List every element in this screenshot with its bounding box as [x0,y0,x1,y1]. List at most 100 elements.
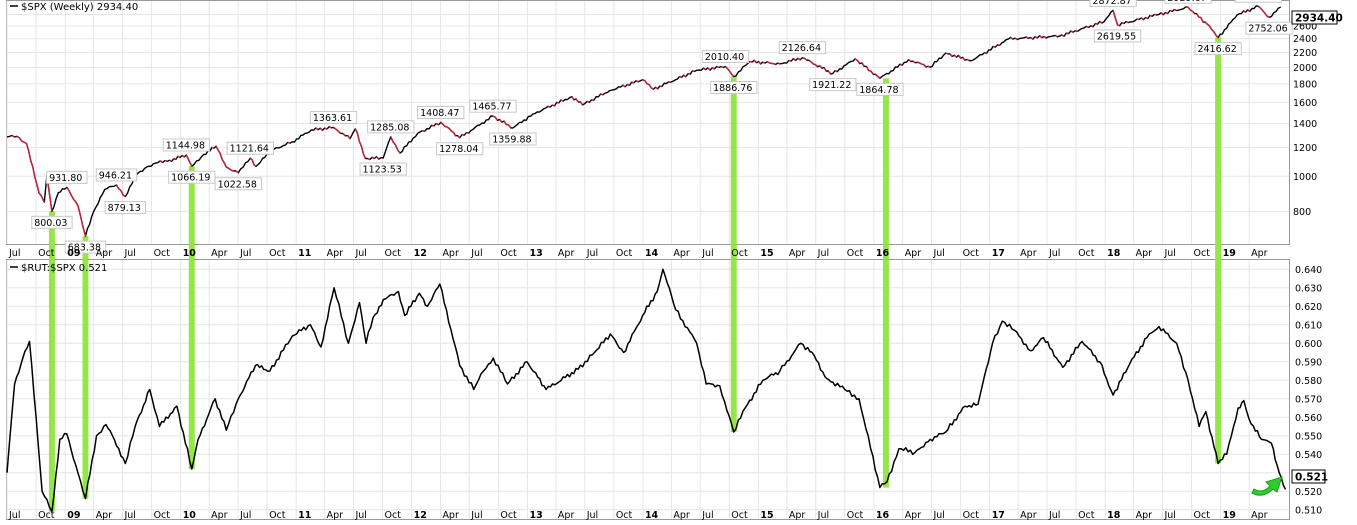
x-tick-label-bottom: 12 [414,510,427,521]
x-tick-label-bottom: Oct [38,510,55,521]
x-tick-label-top: 17 [992,248,1005,259]
x-tick-label-bottom: Oct [385,510,402,521]
spx-y-tick-label: 1200 [1293,143,1317,154]
x-tick-label-top: Jul [817,248,829,259]
annotation-box [778,41,827,55]
x-tick-label-bottom: 18 [1107,510,1121,521]
x-tick-label-bottom: Jul [701,510,713,521]
spx-y-tick-label: 1400 [1293,119,1317,130]
x-tick-label-bottom: Apr [1251,510,1268,521]
ratio-y-tick-label: 0.560 [1295,413,1322,424]
spx-y-tick-label: 1600 [1293,98,1317,109]
annotation-label: 879.13 [108,203,141,214]
x-tick-label-top: Apr [558,248,575,259]
x-tick-label-bottom: Oct [847,510,864,521]
annotation-label: 1886.76 [713,83,752,94]
ratio-y-tick-label: 0.600 [1295,339,1322,350]
annotation-box [64,240,107,254]
x-tick-label-top: Oct [38,248,55,259]
ratio-panel-frame [6,259,1290,520]
ratio-y-tick-label: 0.640 [1295,265,1322,276]
ratio-panel-title: $RUT:$SPX 0.521 [21,263,107,274]
annotation-label: 2872.87 [1092,0,1131,7]
x-tick-label-top: Oct [269,248,286,259]
annotation-label: 1864.78 [859,85,898,96]
x-tick-label-bottom: 10 [183,510,197,521]
annotation-label: 2929.67 [1167,0,1206,4]
x-tick-label-top: Apr [1020,248,1037,259]
x-tick-label-top: 16 [876,248,890,259]
x-tick-label-bottom: Jul [239,510,251,521]
x-tick-label-bottom: Oct [154,510,171,521]
spx-y-tick-label: 2000 [1293,63,1317,74]
x-tick-label-top: Jul [1163,248,1175,259]
annotation-box [469,99,517,113]
highlight-bar [1215,37,1222,464]
x-tick-label-top: Apr [211,248,228,259]
x-tick-label-bottom: Jul [470,510,482,521]
annotation-box [46,170,88,184]
x-tick-label-top: Oct [847,248,864,259]
x-tick-label-bottom: Oct [1194,510,1211,521]
x-tick-label-top: Apr [442,248,459,259]
x-tick-label-top: 11 [298,248,311,259]
x-tick-label-bottom: Jul [1163,510,1175,521]
ratio-series-line [6,268,1287,513]
x-tick-label-top: 13 [529,248,542,259]
annotation-box [1194,42,1242,56]
x-tick-label-bottom: Oct [616,510,633,521]
ratio-y-tick-label: 0.510 [1295,505,1322,516]
annotation-box [1089,0,1137,7]
line-layer [6,5,1287,513]
annotation-box [710,80,758,94]
x-tick-label-top: Jul [586,248,598,259]
green-arrow-icon [1251,476,1283,496]
x-tick-label-top: Apr [1251,248,1268,259]
annotation-label: 2950.46 [1238,0,1277,3]
x-tick-label-top: Oct [385,248,402,259]
annotation-box [436,142,484,156]
x-tick-label-top: 15 [760,248,773,259]
x-tick-label-bottom: Apr [442,510,459,521]
ratio-y-tick-label: 0.540 [1295,450,1322,461]
x-tick-label-bottom: Apr [211,510,228,521]
annotation-label: 1285.08 [370,122,409,133]
annotation-box [489,132,537,146]
grid-layer [6,1,1289,519]
annotation-label: 2126.64 [782,43,821,54]
x-tick-label-bottom: Oct [963,510,980,521]
x-tick-label-top: 14 [645,248,659,259]
spx-y-tick-label: 2400 [1293,34,1317,45]
spx-y-tick-label: 800 [1293,207,1311,218]
x-tick-label-bottom: Jul [1048,510,1060,521]
ratio-y-tick-label: 0.630 [1295,283,1322,294]
spx-y-tick-label: 2600 [1293,22,1317,33]
x-axis: Jul Jul Oct Oct 09 09 Apr Apr Jul Jul Oct Oct 10 10 Ap… [8,248,1268,521]
annotation-box [214,177,262,191]
ratio-y-tick-label: 0.610 [1295,320,1322,331]
highlight-bar [188,166,195,470]
x-tick-label-top: Jul [8,248,20,259]
x-tick-label-top: Oct [1194,248,1211,259]
x-tick-label-top: Oct [963,248,980,259]
x-tick-label-top: Jul [470,248,482,259]
x-tick-label-bottom: 09 [67,510,80,521]
annotation-box [162,138,211,152]
annotation-label: 1278.04 [439,144,478,155]
annotation-box [95,168,138,182]
x-tick-label-bottom: Jul [586,510,598,521]
annotation-box [417,105,465,119]
x-tick-label-top: Apr [905,248,922,259]
annotation-label: 683.38 [68,243,101,254]
annotation-box [809,78,857,92]
annotation-box [1234,0,1282,3]
ratio-y-tick-label: 0.590 [1295,357,1322,368]
annotation-box [359,162,407,176]
annotation-box [168,170,216,184]
x-tick-label-bottom: Apr [905,510,922,521]
x-tick-label-bottom: Oct [269,510,286,521]
x-tick-label-bottom: Apr [558,510,575,521]
spx-y-tick-label: 1000 [1293,172,1317,183]
spx-y-tick-label: 1800 [1293,79,1317,90]
